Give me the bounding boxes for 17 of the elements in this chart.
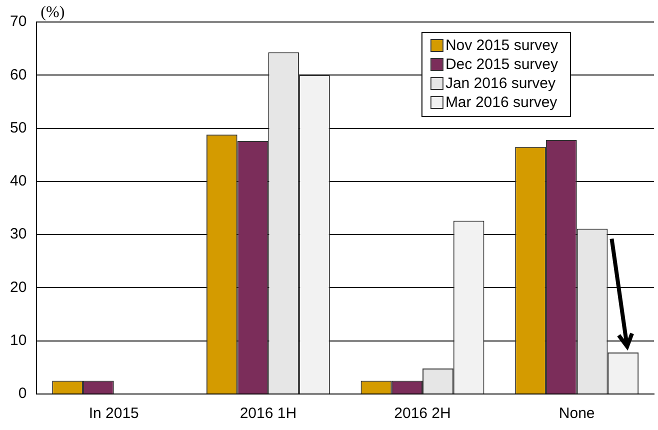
y-tick-label: 50	[10, 119, 27, 136]
legend-label: Dec 2015 survey	[445, 56, 558, 74]
x-tick-label: 2016 2H	[394, 405, 451, 422]
y-tick-label: 30	[10, 226, 27, 243]
y-tick-label: 0	[18, 385, 27, 402]
y-tick-label: 10	[10, 332, 27, 349]
legend-label: Mar 2016 survey	[445, 94, 558, 112]
y-tick-label: 70	[10, 13, 27, 30]
y-tick-label: 40	[10, 172, 27, 190]
y-tick-label: 60	[10, 66, 27, 84]
x-tick-label: In 2015	[88, 405, 139, 422]
legend-label: Jan 2016 survey	[445, 75, 556, 92]
y-tick-label: 20	[10, 278, 27, 296]
x-tick-label: None	[558, 405, 595, 422]
x-tick-label: 2016 1H	[240, 405, 297, 422]
legend-label: Nov 2015 survey	[445, 37, 558, 54]
y-axis-title: (%)	[40, 4, 65, 22]
